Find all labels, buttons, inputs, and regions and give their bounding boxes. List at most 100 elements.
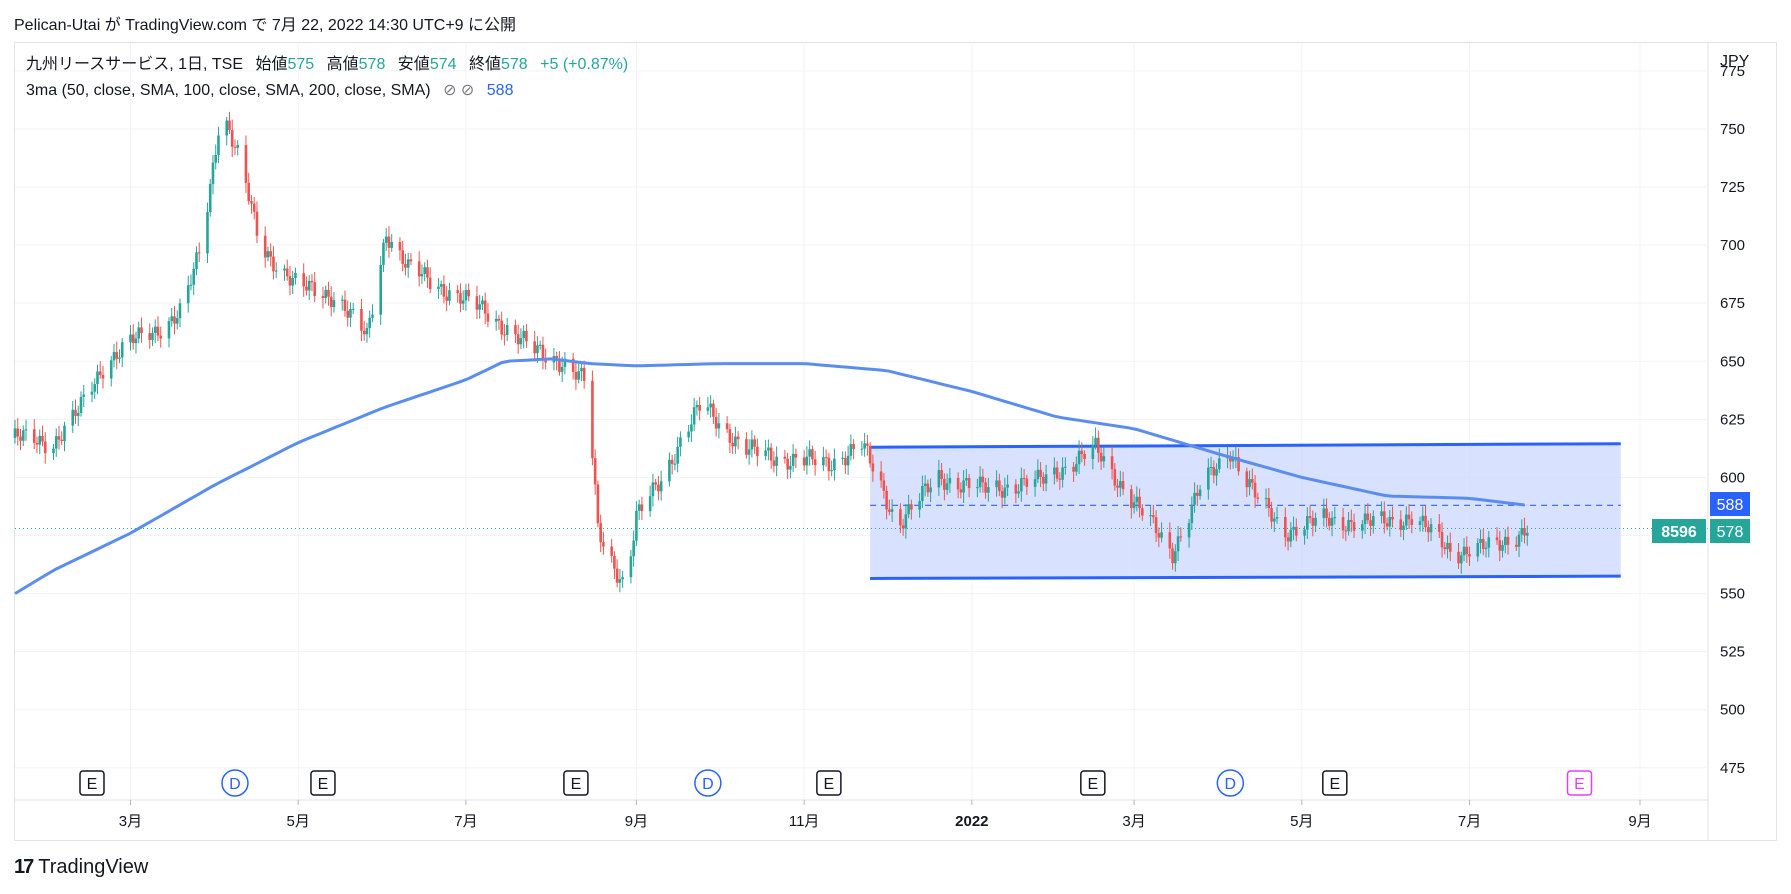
- candle-body: [709, 403, 712, 408]
- candle-body: [362, 330, 366, 335]
- dividend-marker-letter: D: [229, 776, 241, 793]
- candle-body: [494, 318, 498, 322]
- candle-body: [1094, 437, 1097, 445]
- indicator-row[interactable]: 3ma (50, close, SMA, 100, close, SMA, 20…: [26, 78, 628, 104]
- candle-body: [382, 242, 385, 265]
- candle-body: [827, 457, 831, 472]
- candle-body: [1495, 537, 1499, 541]
- candle-body: [35, 442, 39, 445]
- earnings-marker[interactable]: E: [563, 770, 589, 796]
- dividend-marker[interactable]: D: [1216, 769, 1245, 797]
- candle-body: [888, 509, 891, 512]
- candle-body: [307, 280, 311, 291]
- candle-body: [274, 270, 278, 272]
- candle-body: [214, 154, 218, 163]
- channel-upper-line: [870, 442, 1621, 449]
- ma-tag: 588: [1710, 492, 1750, 516]
- footer-brand[interactable]: 17 TradingView: [14, 856, 148, 879]
- price-axis-ticks: 775750725700675650625600575550525500475: [1720, 63, 1745, 777]
- candle-body: [371, 314, 374, 318]
- candle-body: [1371, 516, 1375, 526]
- earnings-marker[interactable]: E: [1322, 770, 1348, 796]
- candle-body: [1448, 542, 1452, 552]
- candle-body: [929, 487, 932, 493]
- price-tick-label: 550: [1720, 586, 1745, 603]
- candle-body: [651, 482, 655, 497]
- price-tick-label: 775: [1720, 63, 1745, 80]
- candle-body: [926, 483, 930, 493]
- candle-body: [481, 300, 484, 305]
- candle-body: [1017, 491, 1020, 494]
- time-tick-label: 9月: [625, 813, 648, 830]
- candle-body: [670, 459, 674, 465]
- dividend-marker-letter: D: [1225, 776, 1237, 793]
- channel-fill: [870, 443, 1621, 579]
- candle-body: [1369, 520, 1372, 526]
- candle-body: [747, 449, 751, 455]
- candle-body: [1286, 537, 1290, 542]
- candle-body: [769, 447, 773, 461]
- candle-body: [904, 514, 908, 529]
- candle-body: [368, 317, 371, 329]
- earnings-marker[interactable]: E: [79, 770, 105, 796]
- candle-body: [610, 546, 613, 556]
- candle-body: [899, 509, 902, 526]
- candle-body: [1341, 517, 1345, 531]
- candle-body: [596, 484, 600, 524]
- candle-body: [247, 182, 251, 202]
- candle-body: [266, 251, 270, 258]
- candle-body: [712, 403, 715, 417]
- candle-body: [574, 371, 578, 380]
- symbol-name[interactable]: 九州リースサービス, 1日, TSE: [26, 56, 243, 73]
- time-tick-label: 3月: [1122, 813, 1145, 830]
- earnings-marker[interactable]: E: [816, 770, 842, 796]
- candle-body: [76, 412, 80, 416]
- candle-body: [830, 470, 833, 472]
- candle-body: [1325, 508, 1328, 519]
- earnings-marker[interactable]: E: [1566, 770, 1593, 796]
- candle-body: [618, 579, 622, 583]
- earnings-marker[interactable]: E: [310, 770, 336, 796]
- candle-body: [846, 455, 850, 466]
- candle-body: [478, 304, 481, 310]
- candle-body: [868, 445, 872, 464]
- dividend-marker[interactable]: D: [221, 769, 249, 797]
- close-label: 終値: [468, 56, 501, 73]
- high-value: 578: [358, 56, 386, 73]
- candle-body: [329, 296, 333, 308]
- candle-body: [497, 318, 501, 321]
- candle-body: [401, 250, 404, 264]
- candle-body: [321, 296, 325, 298]
- candle-body: [833, 458, 836, 471]
- candle-body: [981, 476, 985, 483]
- candle-body: [679, 437, 682, 447]
- indicator-name[interactable]: 3ma (50, close, SMA, 100, close, SMA, 20…: [26, 82, 431, 99]
- candle-body: [940, 470, 943, 479]
- dividend-marker[interactable]: D: [694, 769, 722, 797]
- candle-body: [1476, 542, 1480, 557]
- time-tick-label: 9月: [1628, 813, 1651, 830]
- candle-body: [692, 407, 696, 425]
- time-tick-label: 5月: [287, 813, 310, 830]
- candle-body: [849, 444, 853, 456]
- candle-body: [1388, 516, 1392, 527]
- candle-body: [173, 316, 176, 324]
- close-value: 578: [500, 56, 528, 73]
- candle-body: [1410, 519, 1414, 525]
- candle-body: [1424, 515, 1427, 528]
- candle-body: [516, 334, 520, 345]
- candle-body: [714, 416, 718, 429]
- candle-body: [852, 444, 855, 449]
- dividend-marker-circle: [1216, 769, 1245, 797]
- candle-body: [1154, 517, 1158, 534]
- candle-body: [885, 490, 888, 510]
- candle-body: [635, 510, 638, 541]
- candle-body: [340, 299, 344, 301]
- candle-body: [294, 273, 297, 279]
- earnings-marker[interactable]: E: [1080, 770, 1106, 796]
- candle-body: [577, 371, 580, 380]
- price-tick-label: 650: [1720, 353, 1745, 370]
- candle-body: [1149, 515, 1152, 517]
- candle-body: [1091, 444, 1095, 460]
